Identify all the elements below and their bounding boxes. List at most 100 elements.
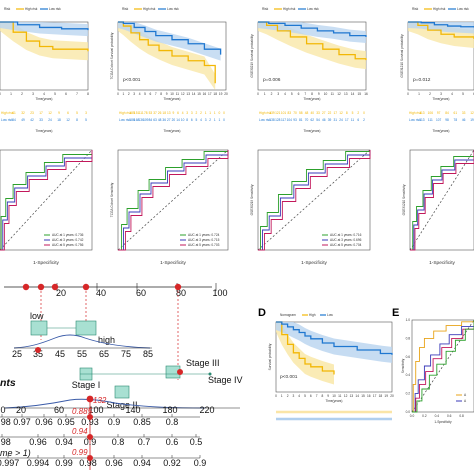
nomogram-5yr-survival-tick-label: 0.96 [105, 458, 123, 468]
km-panel-4: Risk High risk Low risk GSE31210 Survival p… [400, 7, 474, 133]
km-x-tick-label: 2 [271, 92, 273, 96]
panel-d-x-tick-label: 2 [287, 394, 289, 398]
roc-diagonal-reference [117, 149, 229, 251]
km-legend-high-label: High risk [25, 7, 38, 11]
nomogram-5yr-survival-tick-label: 0.9 [194, 458, 207, 468]
km-risk-table-cell: 36 [162, 118, 166, 122]
panel-d-x-tick-label: 4 [298, 394, 300, 398]
km-risk-table-row-label: Low risk [259, 118, 271, 122]
km-y-axis-label: TCGA Cohort Survival probability [110, 32, 114, 79]
roc-1-year-curve [258, 150, 371, 251]
km-risk-table-cell: 1 [214, 111, 216, 115]
km-risk-table-x-label: Time(years) [36, 129, 53, 133]
nomogram-5yr-survival-tick-label: 0.94 [133, 458, 151, 468]
panel-d-x-tick-label: 19 [384, 394, 388, 398]
km-risk-table-cell: 0 [219, 111, 221, 115]
panel-d-x-tick-label: 13 [350, 394, 354, 398]
km-risk-table-cell: 70 [305, 118, 309, 122]
km-risk-table-cell: 17 [345, 118, 349, 122]
panel-e-x-tick-label: 0.8 [459, 414, 464, 418]
nomogram-selected-point [22, 283, 30, 291]
km-risk-table-cell: 121 [275, 111, 281, 115]
km-x-tick-label: 2 [128, 92, 130, 96]
nomogram-points-tick-label: 80 [176, 288, 186, 298]
km-risk-table-cell: 20 [172, 118, 176, 122]
km-x-axis-label: Time(years) [36, 97, 53, 101]
nomogram-1yr-survival-tick-label: 0.8 [166, 417, 179, 427]
km-p-value: p=0.006 [263, 77, 281, 83]
km-x-tick-label: 7 [155, 92, 157, 96]
panel-d-x-tick-label: 15 [361, 394, 365, 398]
km-risk-table-cell: 33 [39, 118, 43, 122]
nomogram-high-box [75, 320, 97, 336]
roc-5-year-curve [410, 150, 474, 251]
km-p-value: p<0.001 [123, 77, 141, 83]
km-risk-table-cell: 139 [269, 111, 275, 115]
km-x-tick-label: 1 [418, 92, 420, 96]
panel-e-diagonal-reference [411, 319, 474, 413]
nomogram-total-value: 132 [93, 396, 107, 405]
km-x-tick-label: 8 [311, 92, 313, 96]
km-high-ci-band [118, 22, 216, 90]
roc-3-year-curve [258, 150, 371, 251]
km-low-risk-curve [118, 21, 222, 55]
km-risk-table-cell: 24 [48, 118, 52, 122]
roc-y-axis-label: TCGA Cohort Sensitivity [110, 182, 114, 217]
km-risk-table-cell: 106 [428, 111, 434, 115]
km-risk-table-cell: 49 [21, 118, 25, 122]
panel-d-legend-high-label: High [309, 313, 316, 317]
km-risk-table-cell: 109 [143, 118, 149, 122]
nomogram-1yr-survival-tick-label: 0.95 [57, 417, 75, 427]
km-x-tick-label: 3 [32, 92, 34, 96]
km-risk-table-cell: 78 [454, 118, 458, 122]
km-x-tick-label: 6 [150, 92, 152, 96]
km-risk-table-cell: 2 [357, 111, 359, 115]
panel-e-curve-magenta [412, 320, 474, 413]
km-risk-table-cell: 107 [436, 118, 442, 122]
nomogram-1yr-survival-value: 0.885 [72, 407, 93, 416]
km-risk-table-cell: 12 [470, 111, 474, 115]
km-risk-table-cell: 14 [176, 118, 180, 122]
km-low-risk-curve [258, 21, 367, 37]
km-risk-table-cell: 3 [186, 111, 188, 115]
km-legend-title: Risk [412, 7, 419, 11]
km-legend-low-label: Low risk [457, 7, 469, 11]
nomogram-points-tick-label: 100 [212, 288, 227, 298]
nomogram-total-points-label: nts [0, 377, 16, 389]
km-x-tick-label: 9 [166, 92, 168, 96]
nomogram-age-selected-point [35, 347, 41, 353]
km-x-tick-label: 14 [192, 92, 196, 96]
km-risk-table-cell: 13 [167, 111, 171, 115]
km-x-tick-label: 20 [224, 92, 228, 96]
km-legend-title: Risk [4, 7, 11, 11]
km-high-risk-curve [118, 21, 216, 84]
nomogram-selected-point [51, 283, 59, 291]
km-risk-table-cell: 151 [134, 111, 140, 115]
km-risk-table-cell: 23 [30, 111, 34, 115]
roc-5-year-curve [258, 150, 371, 251]
km-risk-table-cell: 5 [352, 111, 354, 115]
km-x-tick-label: 2 [21, 92, 23, 96]
panel-d-x-tick-label: 14 [355, 394, 359, 398]
km-risk-table-cell: 97 [437, 111, 441, 115]
km-risk-table-x-label: Time(years) [164, 129, 181, 133]
km-risk-table-cell: 12 [66, 118, 70, 122]
nomogram-total-tick-label: 220 [199, 405, 214, 415]
nomogram-total-tick-label: 100 [88, 405, 103, 415]
km-risk-table-cell: 4 [182, 111, 184, 115]
km-p-value: p=0.012 [413, 77, 431, 83]
panel-e-x-tick-label: 0.4 [435, 414, 440, 418]
nomogram-1yr-survival-tick-label: 0.9 [108, 417, 121, 427]
km-risk-table-cell: 6 [357, 118, 359, 122]
km-risk-table-cell: 6 [191, 118, 193, 122]
km-x-tick-label: 11 [176, 92, 180, 96]
km-risk-table-cell: 5 [196, 118, 198, 122]
nomogram-5yr-survival-tick-label: 0.92 [163, 458, 181, 468]
km-legend-low-label: Low risk [307, 7, 319, 11]
km-risk-table-cell: 168 [134, 118, 140, 122]
nomogram-5yr-survival-tick-label: 0.994 [27, 458, 50, 468]
roc-1-year-curve [0, 150, 93, 251]
